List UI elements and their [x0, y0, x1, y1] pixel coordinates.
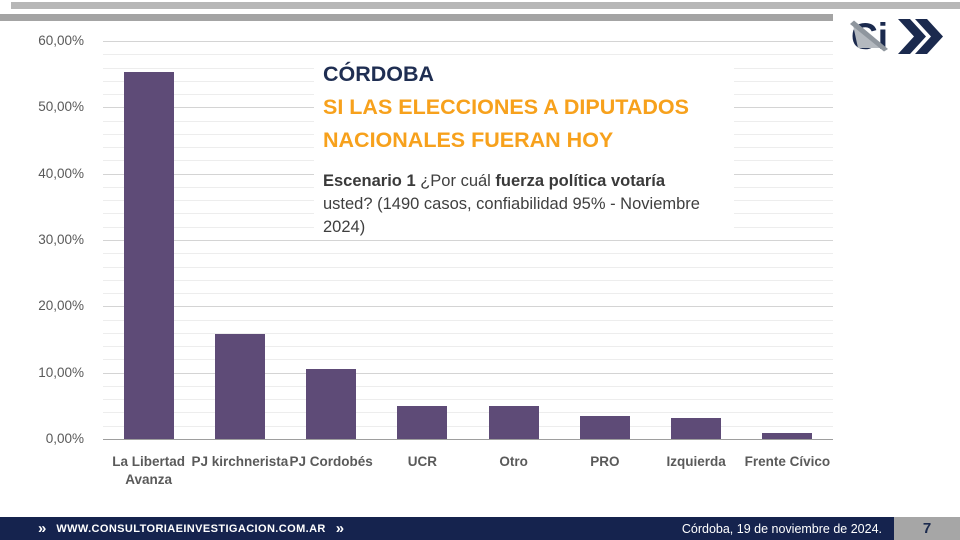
top-accent-bar-1: [11, 2, 960, 9]
footer-bar: » WWW.CONSULTORIAEINVESTIGACION.COM.AR »…: [0, 517, 894, 540]
chart-bar: [579, 416, 630, 439]
major-gridline: [103, 240, 833, 241]
logo-chevron-2-icon: [915, 19, 943, 54]
chart-bar: [488, 406, 539, 439]
x-axis-category-label: Frente Cívico: [744, 454, 831, 469]
question-text-2: usted? (1490 casos, confiabilidad 95% - …: [323, 195, 700, 236]
double-chevron-icon: »: [38, 520, 47, 537]
y-axis-tick-label: 30,00%: [38, 232, 84, 247]
question-emphasis: fuerza política votaría: [495, 172, 666, 190]
slide-headline-line2: NACIONALES FUERAN HOY: [323, 127, 614, 152]
y-axis-tick-label: 0,00%: [45, 431, 84, 446]
minor-gridline: [103, 412, 833, 414]
x-axis-category-label: UCR: [407, 454, 437, 469]
page-number: 7: [922, 520, 932, 537]
minor-gridline: [103, 399, 833, 401]
x-axis-category-label: PJ kirchnerista: [191, 454, 289, 469]
page-number-box: 7: [894, 517, 960, 540]
y-axis-tick-label: 60,00%: [38, 33, 84, 48]
logo-chevron-1-icon: [898, 19, 926, 54]
y-axis-tick-label: 40,00%: [38, 165, 84, 181]
x-axis-category-label: Izquierda: [666, 454, 726, 469]
major-gridline: [103, 372, 833, 374]
major-gridline: [103, 306, 833, 308]
minor-gridline: [103, 319, 833, 321]
minor-gridline: [103, 293, 833, 295]
minor-gridline: [103, 253, 833, 255]
minor-gridline: [103, 266, 833, 268]
question-text-1: ¿Por cuál: [415, 172, 496, 190]
x-axis-category-label: PRO: [590, 454, 620, 469]
minor-gridline: [103, 385, 833, 387]
slide-title-region: CÓRDOBA: [323, 62, 435, 86]
chart-bar: [214, 334, 265, 439]
chart-bar: [397, 405, 448, 439]
double-chevron-icon: »: [335, 520, 345, 537]
minor-gridline: [103, 279, 833, 281]
chart-bar: [306, 368, 357, 439]
major-gridline: [103, 41, 833, 42]
minor-gridline: [103, 346, 833, 348]
title-box: CÓRDOBA SI LAS ELECCIONES A DIPUTADOS NA…: [314, 55, 734, 237]
x-axis-category-label: La Libertad Avanza: [112, 454, 185, 488]
y-axis-tick-label: 50,00%: [38, 99, 84, 115]
logo-slash-icon: [850, 20, 888, 52]
x-axis-category-label: PJ Cordobés: [289, 454, 373, 469]
x-axis-category-label: Otro: [499, 454, 528, 469]
y-axis-tick-label: 10,00%: [38, 364, 84, 380]
minor-gridline: [103, 359, 833, 361]
ci-logo-icon: Ci: [850, 16, 943, 57]
ci-logo: Ci: [850, 15, 950, 59]
x-axis-line: [103, 439, 833, 440]
question-scenario-label: Escenario 1: [323, 172, 416, 190]
minor-gridline: [103, 54, 833, 56]
chart-bar: [123, 72, 174, 439]
chart-bar: [671, 417, 722, 439]
chart-bar: [762, 433, 813, 439]
top-accent-bar-2: [0, 14, 833, 21]
y-axis-tick-label: 20,00%: [38, 298, 84, 314]
minor-gridline: [103, 425, 833, 427]
minor-gridline: [103, 332, 833, 334]
slide-headline-line1: SI LAS ELECCIONES A DIPUTADOS: [323, 95, 689, 119]
footer-date: Córdoba, 19 de noviembre de 2024.: [681, 521, 882, 536]
footer-website: WWW.CONSULTORIAEINVESTIGACION.COM.AR: [56, 522, 326, 535]
survey-question: Escenario 1 ¿Por cuál fuerza política vo…: [323, 170, 719, 239]
